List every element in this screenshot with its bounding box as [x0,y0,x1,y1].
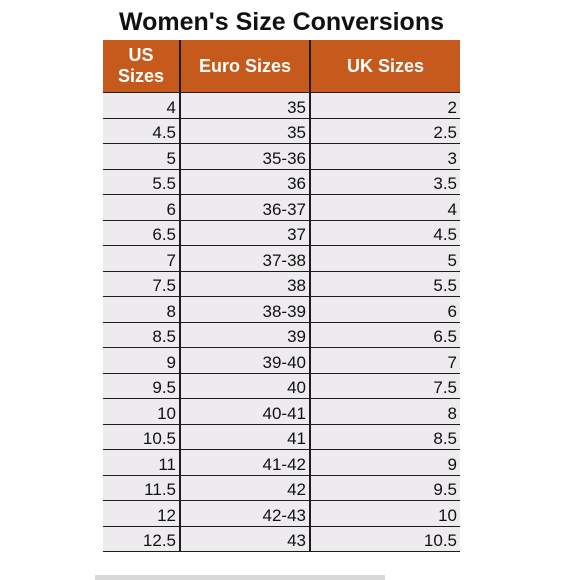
table-row: 8.5 39 6.5 [103,322,460,348]
uk-size-cell: 8 [310,398,460,425]
euro-size-cell: 40 [180,373,311,399]
table-row: 5 35-36 3 [103,143,460,170]
euro-size-cell: 36-37 [180,194,311,221]
table-row: 12.5 43 10.5 [103,526,460,552]
uk-size-cell: 4.5 [310,220,460,246]
uk-size-cell: 2.5 [310,118,460,144]
us-size-cell: 11.5 [103,475,181,501]
us-size-cell: 4.5 [103,118,181,144]
euro-size-cell: 38-39 [180,296,311,323]
uk-size-cell: 4 [310,194,460,221]
table-row: 7 37-38 5 [103,245,460,272]
uk-size-cell: 9 [310,449,460,476]
header-euro-sizes: Euro Sizes [180,40,311,93]
uk-size-cell: 10.5 [310,526,460,552]
euro-size-cell: 42 [180,475,311,501]
uk-size-cell: 5.5 [310,271,460,297]
table-body: 4 35 2 4.5 35 2.5 5 35-36 3 5.5 36 3.5 6 36-37 4 6.5 37 4… [103,92,460,552]
us-size-cell: 7.5 [103,271,181,297]
us-size-cell: 9 [103,347,181,374]
euro-size-cell: 35-36 [180,143,311,170]
euro-size-cell: 35 [180,118,311,144]
uk-size-cell: 7 [310,347,460,374]
us-size-cell: 8 [103,296,181,323]
euro-size-cell: 40-41 [180,398,311,425]
table-row: 9 39-40 7 [103,347,460,374]
bottom-divider [95,575,385,580]
us-size-cell: 12.5 [103,526,181,552]
header-uk-sizes: UK Sizes [310,40,460,93]
euro-size-cell: 39 [180,322,311,348]
euro-size-cell: 43 [180,526,311,552]
euro-size-cell: 35 [180,92,311,119]
table-row: 9.5 40 7.5 [103,373,460,399]
uk-size-cell: 10 [310,500,460,527]
us-size-cell: 5.5 [103,169,181,195]
euro-size-cell: 41-42 [180,449,311,476]
us-size-cell: 5 [103,143,181,170]
us-size-cell: 6.5 [103,220,181,246]
us-size-cell: 12 [103,500,181,527]
euro-size-cell: 42-43 [180,500,311,527]
chart-title: Women's Size Conversions [118,8,444,36]
euro-size-cell: 37-38 [180,245,311,272]
table-row: 10 40-41 8 [103,398,460,425]
uk-size-cell: 7.5 [310,373,460,399]
table-row: 11.5 42 9.5 [103,475,460,501]
us-size-cell: 4 [103,92,181,119]
uk-size-cell: 6.5 [310,322,460,348]
table-row: 8 38-39 6 [103,296,460,323]
euro-size-cell: 36 [180,169,311,195]
table-row: 4 35 2 [103,92,460,119]
us-size-cell: 9.5 [103,373,181,399]
table-row: 12 42-43 10 [103,500,460,527]
header-us-sizes: US Sizes [103,40,181,93]
table-row: 5.5 36 3.5 [103,169,460,195]
us-size-cell: 8.5 [103,322,181,348]
size-chart: Women's Size Conversions US Sizes Euro S… [103,0,460,570]
us-size-cell: 11 [103,449,181,476]
table-row: 6 36-37 4 [103,194,460,221]
euro-size-cell: 39-40 [180,347,311,374]
uk-size-cell: 5 [310,245,460,272]
table-row: 4.5 35 2.5 [103,118,460,144]
us-size-cell: 7 [103,245,181,272]
euro-size-cell: 38 [180,271,311,297]
us-size-cell: 6 [103,194,181,221]
table-row: 6.5 37 4.5 [103,220,460,246]
table-row: 7.5 38 5.5 [103,271,460,297]
us-size-cell: 10 [103,398,181,425]
uk-size-cell: 3.5 [310,169,460,195]
table-row: 10.5 41 8.5 [103,424,460,450]
us-size-cell: 10.5 [103,424,181,450]
euro-size-cell: 41 [180,424,311,450]
size-table: US Sizes Euro Sizes UK Sizes 4 35 2 4.5 35 2.… [103,40,460,552]
uk-size-cell: 3 [310,143,460,170]
euro-size-cell: 37 [180,220,311,246]
uk-size-cell: 9.5 [310,475,460,501]
uk-size-cell: 8.5 [310,424,460,450]
uk-size-cell: 2 [310,92,460,119]
header-row: US Sizes Euro Sizes UK Sizes [103,40,460,93]
uk-size-cell: 6 [310,296,460,323]
table-row: 11 41-42 9 [103,449,460,476]
